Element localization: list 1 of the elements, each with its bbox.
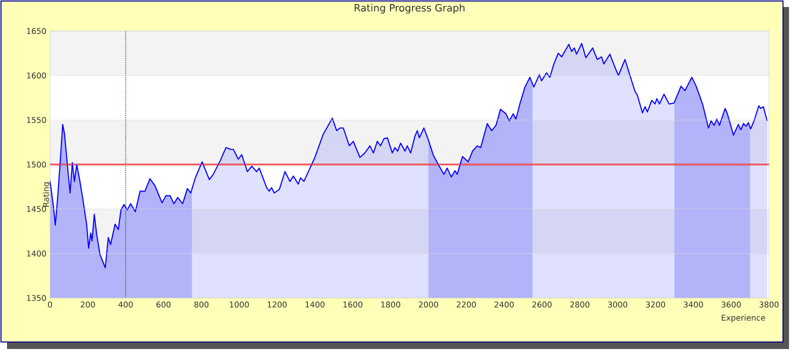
chart-title: Rating Progress Graph [354, 4, 464, 14]
